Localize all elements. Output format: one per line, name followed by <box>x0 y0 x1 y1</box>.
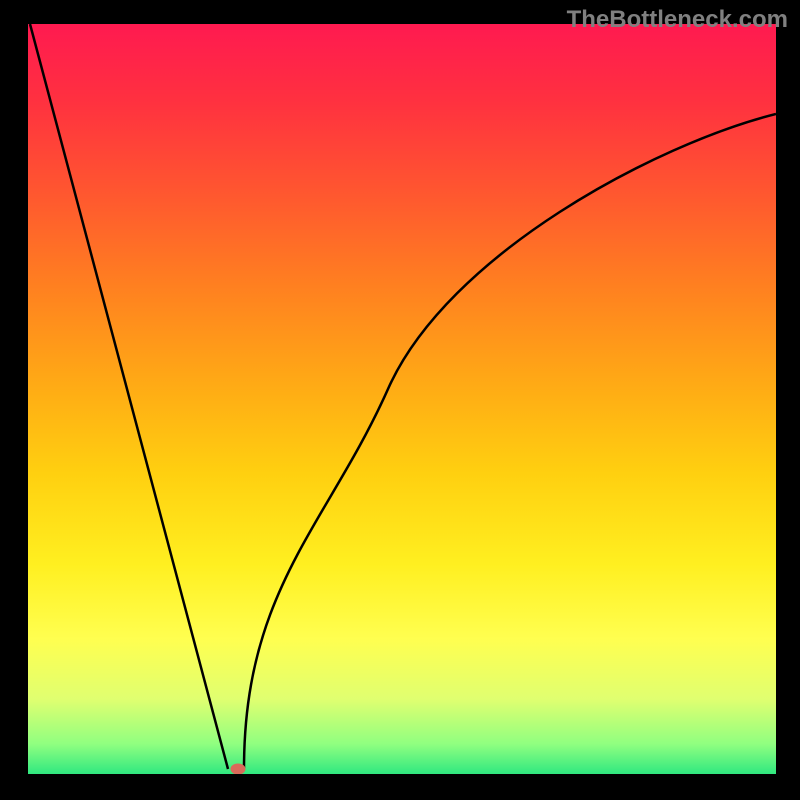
watermark-text: TheBottleneck.com <box>567 6 788 34</box>
minimum-marker <box>231 764 245 774</box>
gradient-background <box>28 24 776 774</box>
plot-area <box>28 24 776 774</box>
bottleneck-chart: TheBottleneck.com <box>0 0 800 800</box>
